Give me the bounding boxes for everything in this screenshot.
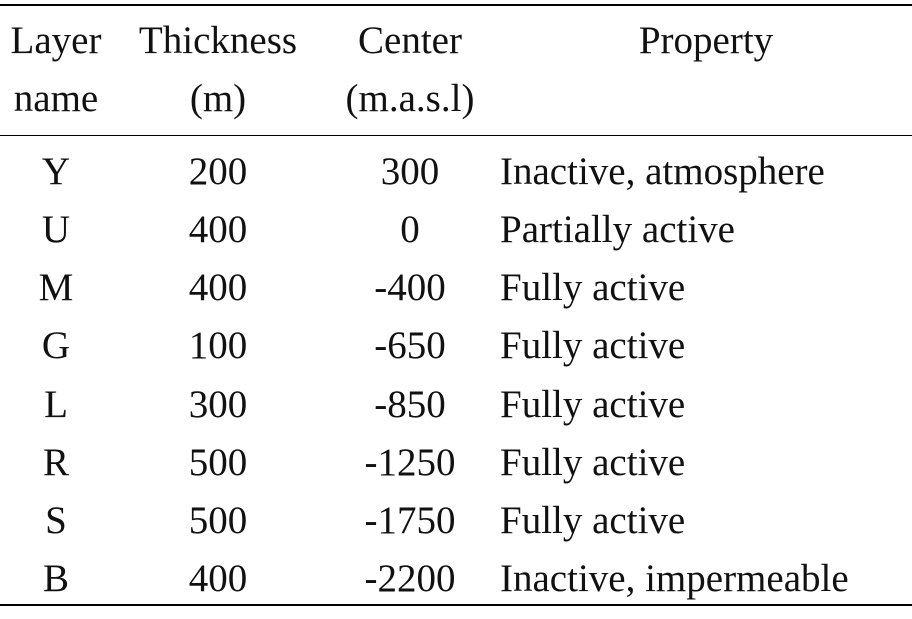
cell-layer-name: U: [41, 208, 71, 251]
cell-center: -850: [374, 383, 446, 426]
top-rule: [0, 4, 912, 6]
cell-center: -650: [374, 324, 446, 367]
header-thickness-line2: (m): [189, 77, 247, 120]
header-property: Property: [638, 19, 774, 62]
cell-layer-name: R: [42, 441, 69, 484]
cell-center: -400: [374, 266, 446, 309]
cell-center: 0: [400, 208, 420, 251]
cell-thickness: 400: [188, 557, 248, 600]
cell-center: -2200: [364, 557, 456, 600]
cell-property: Fully active: [500, 441, 686, 484]
cell-property: Fully active: [500, 383, 686, 426]
cell-thickness: 100: [188, 324, 248, 367]
header-layer-name-line2: name: [13, 77, 99, 120]
header-layer-name-line1: Layer: [10, 19, 102, 62]
bottom-rule: [0, 604, 912, 606]
header-center-line1: Center: [358, 19, 462, 62]
cell-center: -1750: [364, 499, 456, 542]
cell-thickness: 400: [188, 266, 248, 309]
cell-property: Inactive, atmosphere: [500, 150, 825, 193]
cell-property: Partially active: [500, 208, 735, 251]
cell-property: Fully active: [500, 499, 686, 542]
cell-thickness: 200: [188, 150, 248, 193]
cell-center: 300: [380, 150, 440, 193]
cell-property: Fully active: [500, 324, 686, 367]
cell-layer-name: M: [38, 266, 74, 309]
cell-thickness: 400: [188, 208, 248, 251]
cell-layer-name: B: [42, 557, 69, 600]
cell-thickness: 300: [188, 383, 248, 426]
cell-thickness: 500: [188, 441, 248, 484]
cell-layer-name: L: [44, 383, 68, 426]
cell-thickness: 500: [188, 499, 248, 542]
cell-property: Fully active: [500, 266, 686, 309]
header-rule: [0, 135, 912, 136]
cell-property: Inactive, impermeable: [500, 557, 849, 600]
header-center-line2: (m.a.s.l): [345, 77, 475, 120]
cell-layer-name: S: [45, 499, 67, 542]
header-thickness-line1: Thickness: [138, 19, 298, 62]
cell-layer-name: Y: [41, 150, 71, 193]
cell-center: -1250: [364, 441, 456, 484]
cell-layer-name: G: [41, 324, 71, 367]
